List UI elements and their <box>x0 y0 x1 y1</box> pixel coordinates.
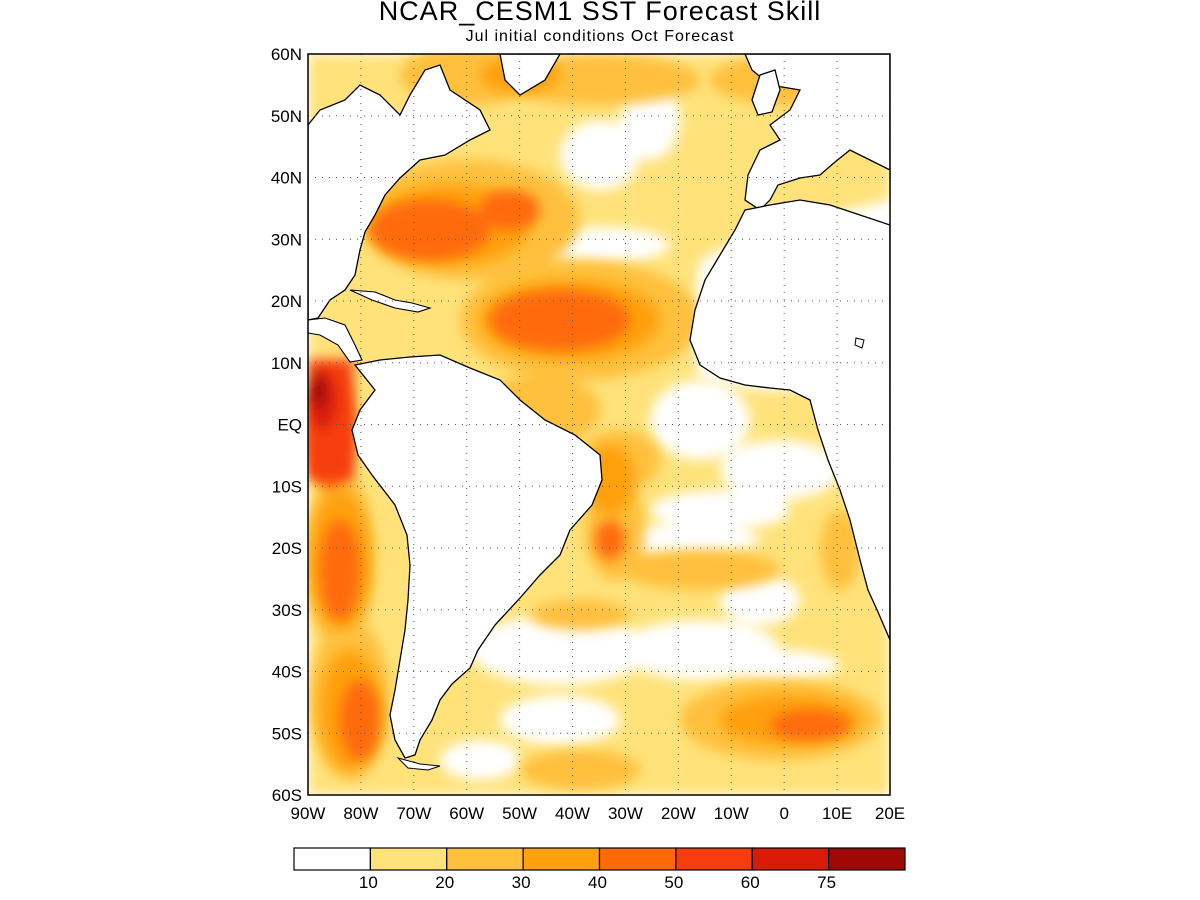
lat-tick-label: EQ <box>277 416 302 435</box>
colorbar-swatch <box>293 847 371 871</box>
colorbar-swatch <box>369 847 448 871</box>
map-title: NCAR_CESM1 SST Forecast Skill <box>378 0 822 26</box>
colorbar-swatch <box>751 847 830 871</box>
colorbar-swatch <box>446 847 524 871</box>
lat-tick-label: 30S <box>272 601 302 620</box>
colorbar-label: 60 <box>741 873 760 892</box>
lat-tick-label: 10S <box>272 477 302 496</box>
colorbar-label: 20 <box>435 873 454 892</box>
lon-tick-label: 60W <box>449 804 484 823</box>
lon-tick-label: 20E <box>875 804 905 823</box>
lon-tick-label: 90W <box>291 804 326 823</box>
lon-tick-label: 10W <box>714 804 749 823</box>
lon-tick-label: 70W <box>396 804 431 823</box>
lon-tick-label: 80W <box>343 804 378 823</box>
colorbar-swatch <box>828 847 906 871</box>
lat-tick-label: 40S <box>272 663 302 682</box>
map-subtitle: Jul initial conditions Oct Forecast <box>465 28 735 45</box>
colorbar-swatch <box>522 847 601 871</box>
colorbar-label: 75 <box>817 873 836 892</box>
lon-tick-label: 40W <box>555 804 590 823</box>
land-masses <box>308 54 890 771</box>
lat-tick-label: 10N <box>271 354 302 373</box>
color-legend: 10 20 30 40 50 60 75 <box>293 847 906 892</box>
lon-tick-label: 20W <box>661 804 696 823</box>
colorbar-label: 10 <box>359 873 378 892</box>
lat-tick-label: 50N <box>271 107 302 126</box>
colorbar-label: 40 <box>588 873 607 892</box>
lon-tick-label: 50W <box>502 804 537 823</box>
lon-tick-label: 0 <box>779 804 788 823</box>
lat-tick-label: 30N <box>271 230 302 249</box>
lon-tick-label: 30W <box>608 804 643 823</box>
latitude-labels: 60N 50N 40N 30N 20N 10N EQ 10S 20S 30S 40S 50S 60S <box>271 45 302 805</box>
lat-tick-label: 60S <box>272 786 302 805</box>
lat-tick-label: 60N <box>271 45 302 64</box>
colorbar-label: 50 <box>664 873 683 892</box>
map-frame <box>307 53 891 796</box>
lat-tick-label: 20S <box>272 539 302 558</box>
lat-tick-label: 40N <box>271 169 302 188</box>
lat-tick-label: 20N <box>271 292 302 311</box>
colorbar-swatch <box>675 847 753 871</box>
colorbar-swatch <box>598 847 677 871</box>
longitude-labels: 90W 80W 70W 60W 50W 40W 30W 20W 10W 0 10E 20E <box>291 804 906 823</box>
colorbar-label: 30 <box>512 873 531 892</box>
lon-tick-label: 10E <box>822 804 852 823</box>
lat-tick-label: 50S <box>272 724 302 743</box>
